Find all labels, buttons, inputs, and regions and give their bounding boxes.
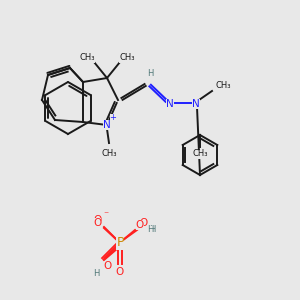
Text: O: O bbox=[93, 215, 101, 225]
Text: CH₃: CH₃ bbox=[119, 53, 135, 62]
Text: O: O bbox=[93, 218, 101, 228]
Text: +: + bbox=[110, 113, 116, 122]
Text: H: H bbox=[147, 70, 153, 79]
Text: O: O bbox=[104, 261, 112, 271]
Text: N: N bbox=[192, 99, 200, 109]
Text: H: H bbox=[149, 224, 155, 233]
Text: O: O bbox=[136, 220, 144, 230]
Text: CH₃: CH₃ bbox=[101, 148, 117, 158]
Text: H: H bbox=[93, 268, 99, 278]
Text: O: O bbox=[139, 218, 147, 228]
Text: P: P bbox=[116, 236, 124, 250]
Text: N: N bbox=[166, 99, 174, 109]
Text: ⁻: ⁻ bbox=[104, 208, 108, 217]
Text: N: N bbox=[103, 120, 111, 130]
Text: ⁻: ⁻ bbox=[103, 210, 109, 220]
Text: H: H bbox=[147, 226, 153, 235]
Text: O: O bbox=[116, 267, 124, 277]
Text: CH₃: CH₃ bbox=[192, 149, 208, 158]
Text: CH₃: CH₃ bbox=[79, 53, 95, 62]
Text: CH₃: CH₃ bbox=[215, 80, 231, 89]
